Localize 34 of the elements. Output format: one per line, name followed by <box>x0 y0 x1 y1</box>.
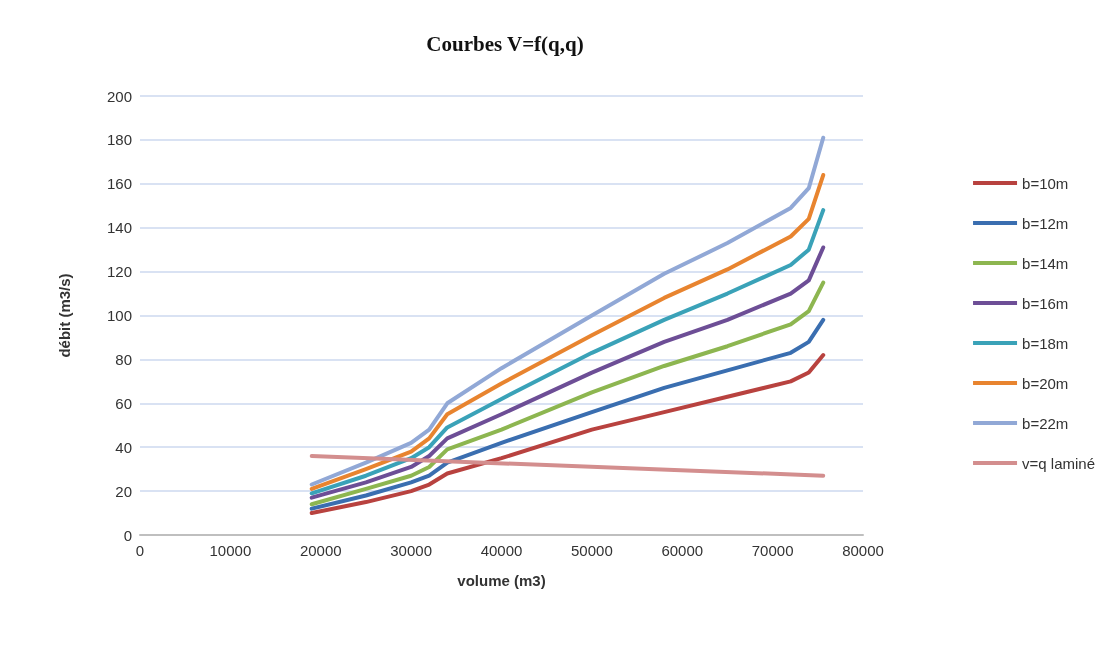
y-tick-label: 60 <box>115 394 132 412</box>
y-tick-label: 200 <box>106 87 132 105</box>
x-tick-label: 10000 <box>209 542 252 559</box>
legend-label: v=q laminé <box>1022 454 1096 472</box>
y-tick-label: 40 <box>115 438 132 456</box>
legend-label: b=10m <box>1022 174 1069 192</box>
x-tick-label: 50000 <box>571 542 613 559</box>
line-series <box>309 280 826 507</box>
legend-label: b=12m <box>1022 214 1069 232</box>
x-tick-label: 80000 <box>842 542 884 559</box>
y-tick-label: 0 <box>123 526 132 544</box>
legend-label: b=22m <box>1022 414 1069 432</box>
x-tick-label: 60000 <box>661 542 704 559</box>
x-tick-label: 0 <box>135 542 145 559</box>
y-tick-label: 140 <box>106 219 132 237</box>
y-axis-title: débit (m3/s) <box>56 273 73 358</box>
x-tick-label: 40000 <box>480 542 523 559</box>
legend-label: b=16m <box>1022 294 1069 312</box>
y-tick-label: 160 <box>106 175 132 193</box>
y-tick-label: 20 <box>115 482 132 500</box>
y-tick-label: 80 <box>115 350 132 368</box>
chart-title: Courbes V=f(q,q) <box>426 31 584 56</box>
legend-label: b=14m <box>1022 254 1069 272</box>
x-axis-title: volume (m3) <box>457 572 546 589</box>
x-tick-label: 30000 <box>390 542 432 559</box>
x-tick-label: 20000 <box>299 542 342 559</box>
legend-label: b=20m <box>1022 374 1069 392</box>
y-tick-label: 120 <box>106 263 132 281</box>
y-tick-label: 100 <box>106 307 132 324</box>
x-tick-label: 70000 <box>751 542 794 559</box>
legend-label: b=18m <box>1022 334 1069 352</box>
line-series <box>309 353 826 516</box>
y-tick-label: 180 <box>106 131 132 149</box>
line-series <box>309 317 826 511</box>
